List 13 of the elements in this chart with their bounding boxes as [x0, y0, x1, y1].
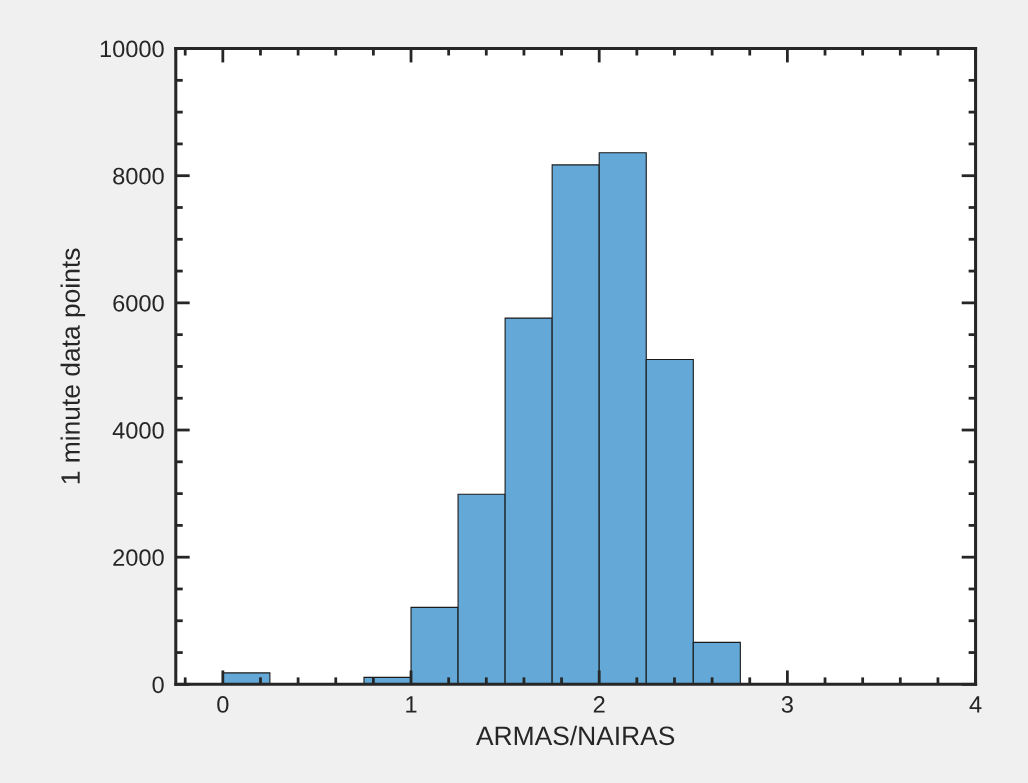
x-tick-label: 0: [217, 696, 229, 713]
x-tick-label: 3: [781, 696, 793, 713]
x-tick-label: 2: [593, 696, 605, 713]
x-tick-label: 1: [406, 696, 417, 713]
y-tick-label: 10000: [100, 40, 164, 58]
y-axis-title: 1 minute data points: [60, 248, 86, 484]
y-tick-label: 6000: [113, 294, 164, 312]
y-tick-label: 2000: [113, 549, 164, 566]
y-tick-label: 8000: [113, 167, 164, 185]
x-tick-label: 4: [969, 696, 982, 713]
x-axis-title: ARMAS/NAIRAS: [476, 725, 675, 746]
y-tick-label: 4000: [112, 422, 164, 439]
y-tick-label: 0: [152, 676, 164, 694]
